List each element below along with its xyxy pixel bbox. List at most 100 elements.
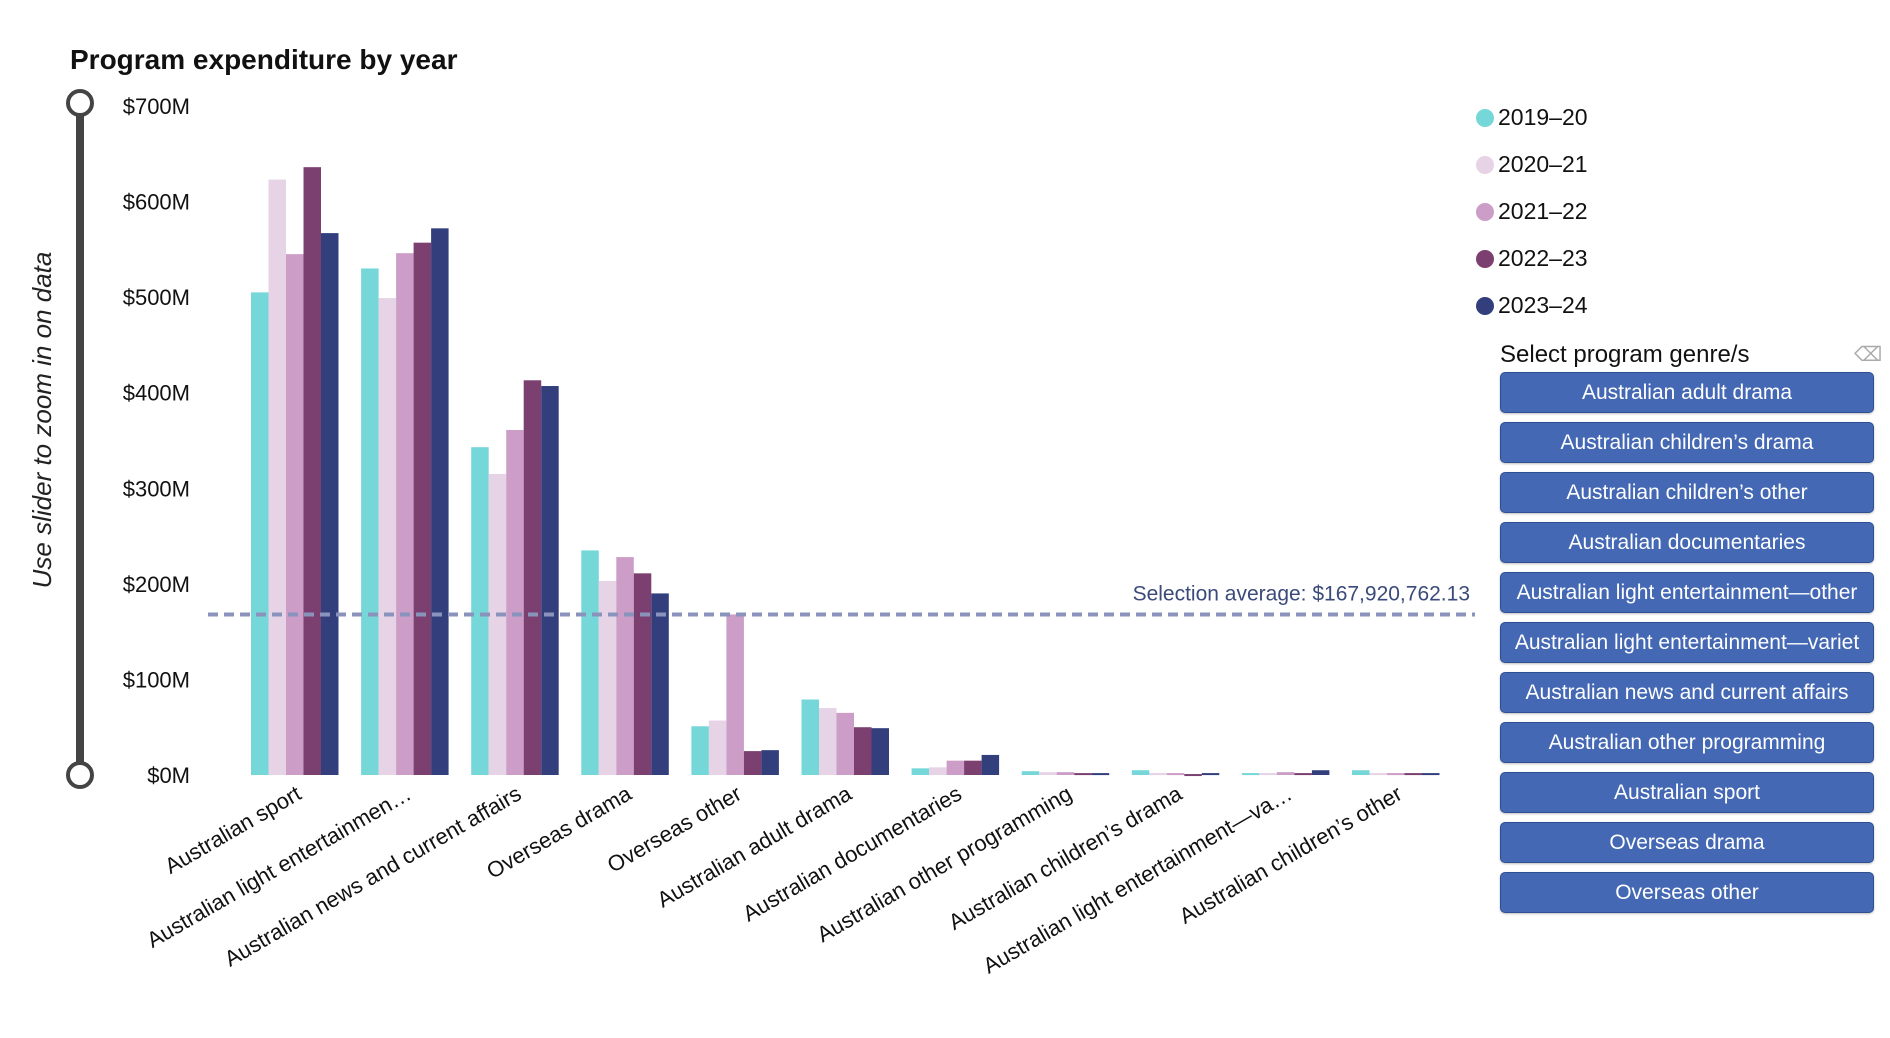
legend-item[interactable]: 2019–20: [1476, 94, 1588, 141]
genre-button[interactable]: Australian news and current affairs: [1500, 672, 1874, 713]
bar[interactable]: [1201, 773, 1220, 776]
genre-button-list: Australian adult drama Australian childre…: [1500, 372, 1876, 913]
bar[interactable]: [1056, 772, 1075, 775]
bar[interactable]: [761, 750, 779, 775]
bars: [251, 167, 1440, 777]
bar[interactable]: [1184, 774, 1202, 777]
zoom-slider[interactable]: [66, 89, 94, 789]
legend-item[interactable]: 2023–24: [1476, 282, 1588, 329]
genre-button[interactable]: Overseas drama: [1500, 822, 1874, 863]
bar[interactable]: [1352, 770, 1370, 775]
bar[interactable]: [929, 767, 947, 775]
slider-handle-top[interactable]: [66, 89, 94, 117]
filter-title: Select program genre/s: [1500, 341, 1750, 368]
genre-button[interactable]: Australian children’s drama: [1500, 422, 1874, 463]
bar[interactable]: [801, 699, 820, 775]
legend: 2019–20 2020–21 2021–22 2022–23 2023–24: [1476, 94, 1588, 329]
bar[interactable]: [1259, 773, 1277, 776]
bar[interactable]: [431, 228, 449, 775]
bar[interactable]: [1422, 773, 1440, 776]
bar[interactable]: [616, 557, 634, 775]
legend-label: 2020–21: [1498, 151, 1588, 177]
legend-item[interactable]: 2020–21: [1476, 141, 1588, 188]
bar[interactable]: [633, 573, 652, 775]
legend-label: 2019–20: [1498, 104, 1588, 130]
bar[interactable]: [708, 720, 727, 775]
bar[interactable]: [1276, 772, 1295, 775]
y-tick-label: $600M: [123, 190, 190, 215]
bar[interactable]: [854, 727, 872, 775]
bar[interactable]: [1091, 773, 1110, 776]
bar[interactable]: [396, 253, 414, 775]
bar[interactable]: [819, 708, 837, 775]
genre-button[interactable]: Australian light entertainment—variet: [1500, 622, 1874, 663]
bar[interactable]: [471, 447, 489, 775]
legend-swatch: [1476, 155, 1494, 174]
y-tick-label: $200M: [123, 572, 190, 597]
bar[interactable]: [488, 473, 507, 775]
legend-swatch: [1476, 202, 1494, 221]
genre-button[interactable]: Australian other programming: [1500, 722, 1874, 763]
bar[interactable]: [581, 550, 599, 775]
bar-chart: Use slider to zoom in on data $0M $100M $2…: [27, 89, 1475, 978]
bar[interactable]: [1387, 773, 1405, 776]
bar[interactable]: [1149, 773, 1167, 776]
bar[interactable]: [836, 712, 855, 775]
y-tick-label: $100M: [123, 667, 190, 692]
genre-button[interactable]: Overseas other: [1500, 872, 1874, 913]
legend-item[interactable]: 2022–23: [1476, 235, 1588, 282]
eraser-icon[interactable]: ⌫: [1854, 344, 1883, 366]
genre-button[interactable]: Australian documentaries: [1500, 522, 1874, 563]
filter-header: Select program genre/s ⌫: [1500, 338, 1883, 372]
y-tick-label: $0M: [147, 763, 190, 788]
bar[interactable]: [871, 728, 890, 775]
slider-label: Use slider to zoom in on data: [27, 252, 57, 589]
bar[interactable]: [523, 380, 542, 775]
genre-button[interactable]: Australian children’s other: [1500, 472, 1874, 513]
bar[interactable]: [691, 726, 709, 775]
bar[interactable]: [286, 254, 304, 775]
bar[interactable]: [911, 768, 930, 775]
bar[interactable]: [1311, 770, 1330, 775]
chart-title: Program expenditure by year: [70, 44, 458, 75]
legend-item[interactable]: 2021–22: [1476, 188, 1588, 235]
bar[interactable]: [1369, 773, 1388, 776]
bar[interactable]: [1021, 771, 1040, 775]
bar[interactable]: [1074, 773, 1092, 776]
bar[interactable]: [303, 167, 322, 775]
bar[interactable]: [321, 233, 339, 776]
genre-button[interactable]: Australian adult drama: [1500, 372, 1874, 413]
y-axis: $0M $100M $200M $300M $400M $500M $600M $700M: [123, 94, 190, 788]
bar[interactable]: [1294, 773, 1312, 776]
bar[interactable]: [743, 751, 762, 775]
bar[interactable]: [598, 580, 617, 775]
bar[interactable]: [378, 298, 397, 775]
bar[interactable]: [506, 429, 524, 775]
bar[interactable]: [251, 292, 269, 775]
bar[interactable]: [651, 593, 669, 775]
genre-button[interactable]: Australian sport: [1500, 772, 1874, 813]
genre-filter-panel: Select program genre/s ⌫ Australian adul…: [1500, 338, 1883, 922]
y-tick-label: $300M: [123, 476, 190, 501]
bar[interactable]: [361, 268, 379, 775]
bar[interactable]: [268, 179, 287, 776]
bar[interactable]: [541, 386, 559, 775]
slider-handle-bottom[interactable]: [66, 761, 94, 789]
legend-label: 2023–24: [1498, 292, 1588, 318]
bar[interactable]: [726, 614, 744, 775]
bar[interactable]: [1039, 772, 1057, 775]
legend-label: 2022–23: [1498, 245, 1588, 271]
bar[interactable]: [946, 760, 965, 775]
bar[interactable]: [1166, 773, 1185, 776]
bar[interactable]: [1131, 770, 1150, 775]
y-tick-label: $500M: [123, 285, 190, 310]
bar[interactable]: [964, 760, 982, 775]
bar[interactable]: [413, 242, 432, 776]
bar[interactable]: [1241, 773, 1260, 776]
bar[interactable]: [981, 754, 1000, 775]
y-tick-label: $700M: [123, 94, 190, 119]
bar[interactable]: [1404, 773, 1423, 776]
genre-button[interactable]: Australian light entertainment—other: [1500, 572, 1874, 613]
legend-swatch: [1476, 108, 1494, 127]
